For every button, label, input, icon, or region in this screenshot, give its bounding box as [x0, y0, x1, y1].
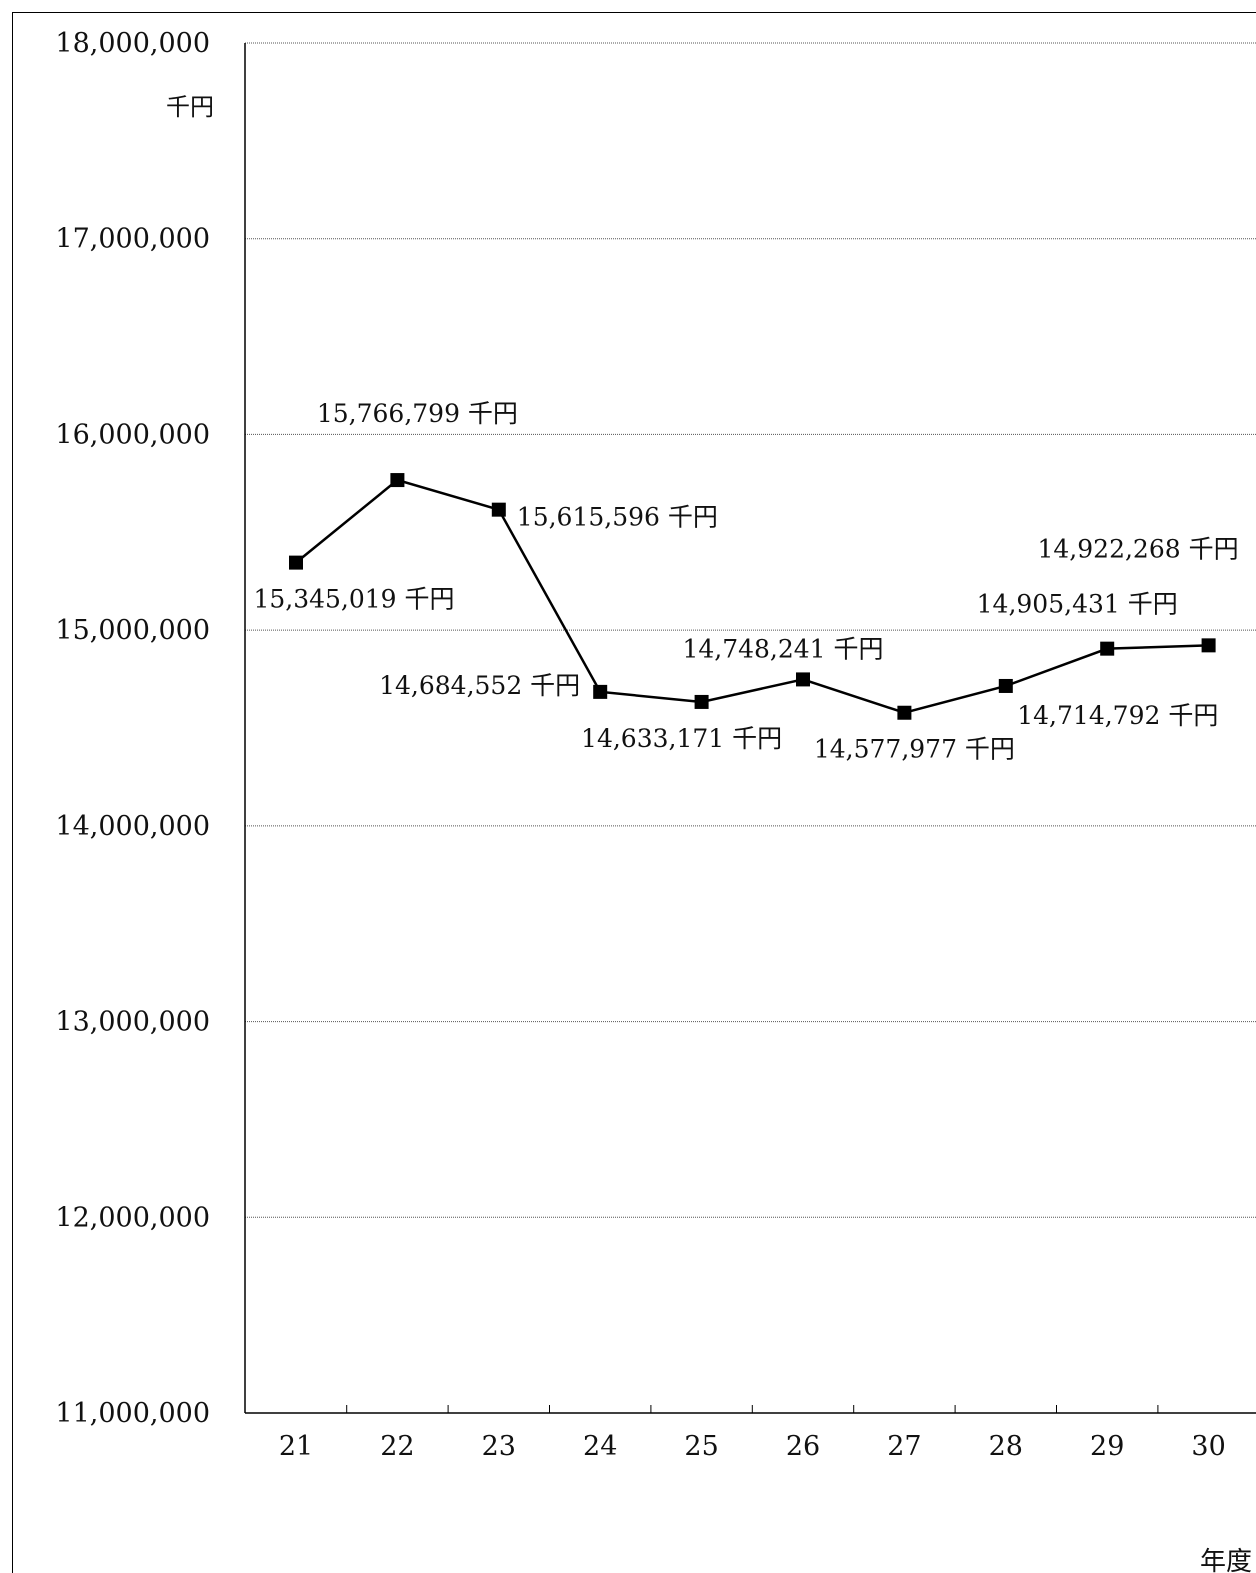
y-tick-label: 18,000,000 [55, 28, 210, 59]
data-label: 14,714,792 千円 [1017, 701, 1218, 730]
y-tick-label: 16,000,000 [55, 419, 210, 450]
data-label: 14,922,268 千円 [1038, 534, 1239, 563]
y-tick-label: 13,000,000 [55, 1007, 210, 1038]
x-axis-title: 年度 [1200, 1547, 1252, 1573]
data-point-marker [1100, 641, 1115, 656]
data-point-marker [694, 694, 709, 709]
x-tick-label: 28 [989, 1431, 1023, 1462]
data-label: 14,577,977 千円 [814, 735, 1015, 764]
data-label: 14,748,241 千円 [682, 634, 883, 663]
y-tick-label: 14,000,000 [55, 811, 210, 842]
axes [244, 43, 1256, 1414]
data-label: 15,766,799 千円 [317, 399, 518, 428]
chart-frame [12, 12, 1256, 1573]
data-point-marker [593, 684, 608, 699]
y-axis-ticks: 11,000,000 12,000,000 13,000,000 14,000,000… [55, 28, 210, 1429]
data-point-marker [998, 678, 1013, 693]
data-point-marker [491, 502, 506, 517]
data-point-marker [796, 672, 810, 687]
data-label: 14,684,552 千円 [379, 671, 580, 700]
x-axis-ticks: 21 22 23 24 25 26 27 28 29 30 [279, 1405, 1226, 1462]
x-tick-label: 24 [583, 1431, 617, 1462]
x-tick-label: 27 [887, 1431, 921, 1462]
x-tick-label: 21 [279, 1431, 313, 1462]
data-label: 14,633,171 千円 [581, 724, 782, 753]
x-tick-label: 30 [1191, 1431, 1225, 1462]
y-unit-label: 千円 [166, 93, 214, 121]
gridlines [245, 42, 1256, 1218]
x-tick-label: 23 [482, 1431, 516, 1462]
data-point-marker [289, 555, 303, 570]
series-polyline [295, 478, 1209, 715]
y-tick-label: 12,000,000 [55, 1202, 210, 1233]
y-tick-label: 17,000,000 [55, 224, 210, 255]
x-tick-label: 22 [380, 1431, 414, 1462]
data-label: 15,345,019 千円 [253, 585, 454, 614]
data-point-marker [1201, 638, 1216, 653]
y-tick-label: 15,000,000 [55, 615, 210, 646]
y-tick-label: 11,000,000 [55, 1398, 210, 1429]
data-labels: 15,345,019 千円 15,766,799 千円 15,615,596 千円 1… [253, 399, 1238, 764]
data-label: 15,615,596 千円 [517, 503, 718, 532]
data-point-marker [390, 473, 405, 488]
series-line [289, 473, 1216, 720]
data-label: 14,905,431 千円 [977, 590, 1178, 619]
x-tick-label: 29 [1090, 1431, 1124, 1462]
x-tick-label: 25 [684, 1431, 718, 1462]
x-tick-label: 26 [786, 1431, 820, 1462]
data-point-marker [897, 705, 912, 720]
